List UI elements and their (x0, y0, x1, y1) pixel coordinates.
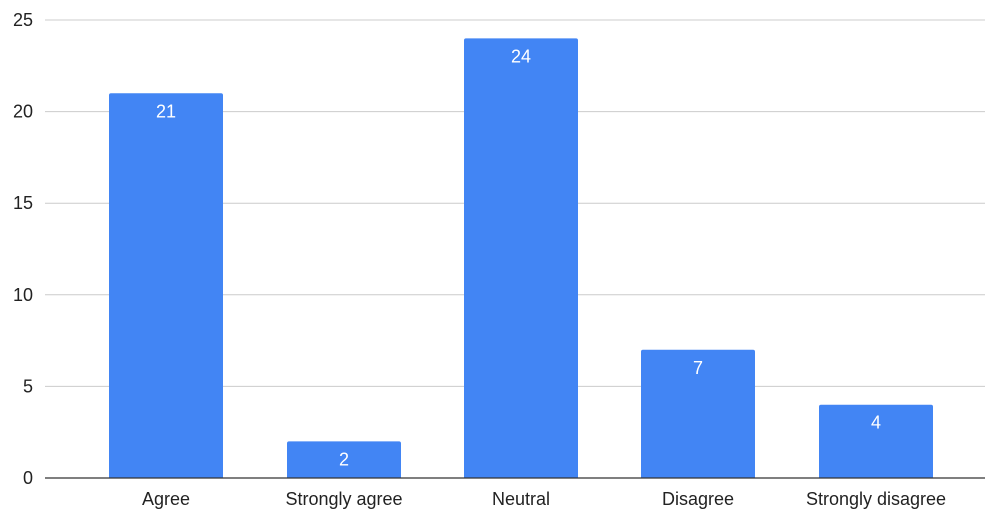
bar-disagree (641, 349, 755, 478)
data-label: 24 (511, 46, 531, 66)
x-category-label: Strongly disagree (806, 489, 946, 509)
x-category-label: Neutral (492, 489, 550, 509)
bar-strongly-disagree (819, 404, 933, 478)
y-tick-label: 25 (13, 10, 33, 30)
x-category-label: Agree (142, 489, 190, 509)
data-label: 21 (156, 101, 176, 121)
y-tick-label: 0 (23, 468, 33, 488)
bar-strongly-agree (287, 441, 401, 478)
x-category-label: Strongly agree (285, 489, 402, 509)
data-label: 4 (871, 413, 881, 433)
data-label: 2 (339, 449, 349, 469)
y-axis-ticks: 0 5 10 15 20 25 (13, 10, 33, 488)
data-label: 7 (693, 358, 703, 378)
bar-neutral (464, 38, 578, 478)
bars: 21 2 24 7 4 (109, 38, 933, 478)
bar-agree (109, 93, 223, 478)
y-tick-label: 10 (13, 285, 33, 305)
x-category-label: Disagree (662, 489, 734, 509)
x-axis-labels: Agree Strongly agree Neutral Disagree Strong… (142, 489, 946, 509)
y-tick-label: 5 (23, 376, 33, 396)
y-tick-label: 15 (13, 193, 33, 213)
y-tick-label: 20 (13, 102, 33, 122)
